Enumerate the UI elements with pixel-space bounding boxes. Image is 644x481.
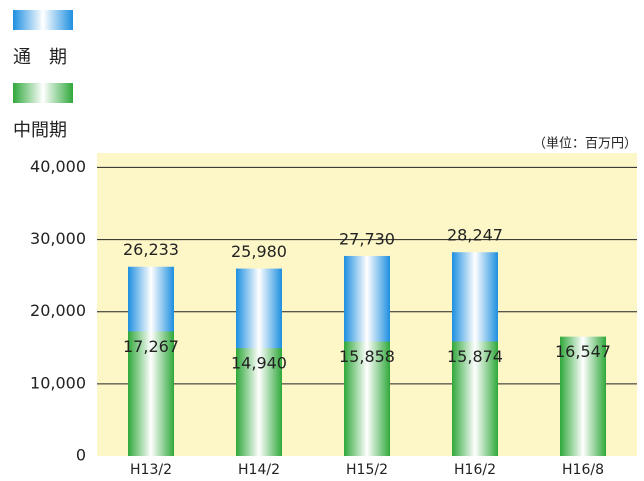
y-tick-label: 10,000 [30,373,86,392]
x-tick-label: H16/8 [562,462,604,478]
bar [452,341,498,456]
x-tick-label: H13/2 [130,462,172,478]
value-label: 14,940 [231,354,287,373]
value-label: 15,858 [339,347,395,366]
legend-swatch [13,83,73,103]
value-label: 26,233 [123,240,179,259]
legend-swatch [13,10,73,30]
bar [344,341,390,456]
bar [128,331,174,456]
value-label: 27,730 [339,229,395,248]
value-label: 25,980 [231,242,287,261]
x-tick-label: H15/2 [346,462,388,478]
value-label: 17,267 [123,337,179,356]
y-tick-label: 20,000 [30,301,86,320]
x-tick-label: H16/2 [454,462,496,478]
y-tick-label: 30,000 [30,229,86,248]
y-tick-label: 0 [76,446,86,465]
legend-label: 通 期 [13,47,67,68]
value-label: 28,247 [447,226,503,245]
value-label: 15,874 [447,347,503,366]
x-tick-label: H14/2 [238,462,280,478]
bar [560,336,606,456]
value-label: 16,547 [555,342,611,361]
legend-label: 中間期 [13,120,67,141]
y-tick-label: 40,000 [30,157,86,176]
bar [236,348,282,456]
unit-note: （単位：百万円） [533,136,637,152]
